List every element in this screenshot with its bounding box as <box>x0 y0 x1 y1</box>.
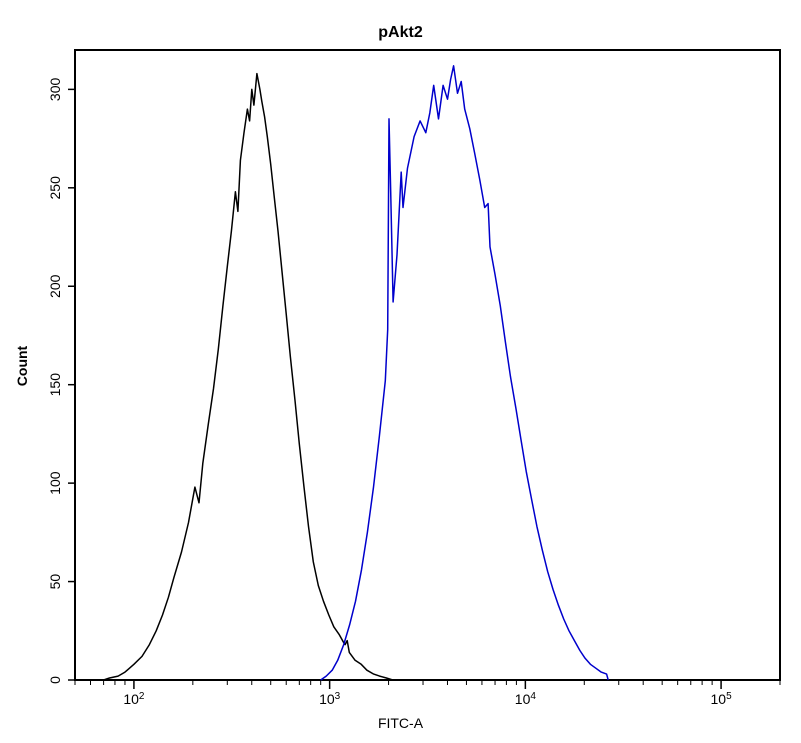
series-stained <box>321 66 609 680</box>
y-tick-label: 100 <box>47 471 63 495</box>
x-tick-label: 102 <box>123 691 145 708</box>
y-tick-label: 200 <box>47 274 63 298</box>
series-control <box>104 74 393 680</box>
x-tick-label: 104 <box>515 691 537 708</box>
y-tick-label: 250 <box>47 176 63 200</box>
x-tick-label: 105 <box>711 691 733 708</box>
x-tick-label: 103 <box>319 691 341 708</box>
y-tick-label: 50 <box>47 574 63 590</box>
y-tick-label: 150 <box>47 373 63 397</box>
chart-container: pAkt2 Count FITC-A 050100150200250300102… <box>0 0 801 743</box>
y-tick-label: 0 <box>47 676 63 684</box>
chart-svg: 0 50 100 150 200 250 300 102 103 104 105 <box>0 0 801 743</box>
plot-border <box>75 50 780 680</box>
y-tick-label: 300 <box>47 77 63 101</box>
